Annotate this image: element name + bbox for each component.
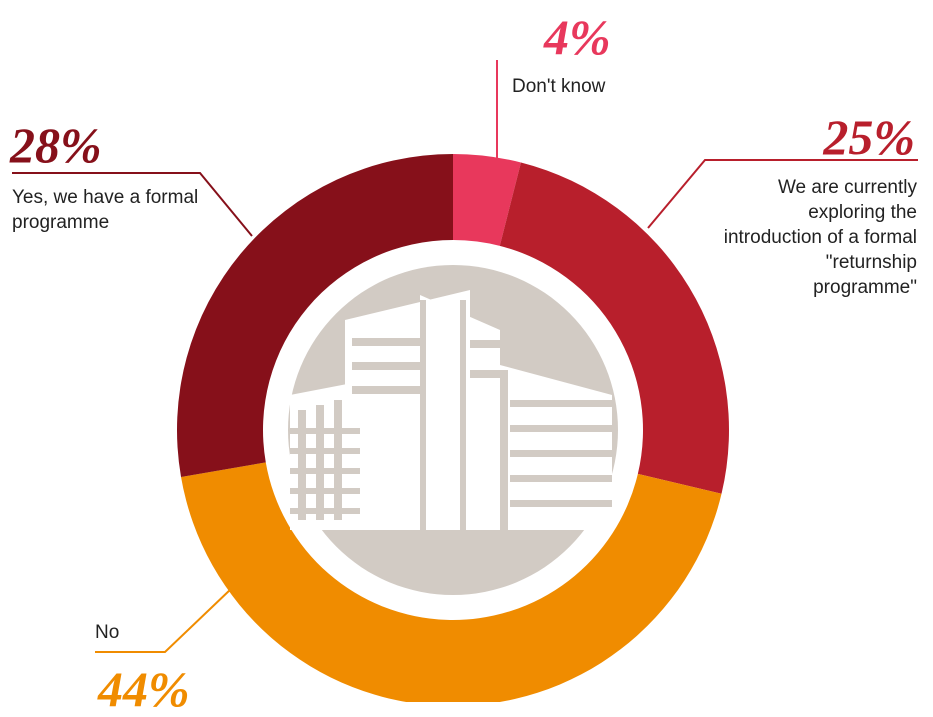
category-label: Yes, we have a formal programme (12, 187, 199, 233)
category-label: No (95, 622, 120, 643)
value-label: 25% (823, 109, 915, 165)
leader-lines (12, 60, 918, 653)
donut-slice (181, 462, 722, 702)
building-icon (288, 265, 618, 595)
donut-slice (499, 162, 730, 494)
value-label: 44% (98, 661, 190, 717)
page: {"chart_data": {"type": "pie", "donut": … (10, 9, 918, 714)
donut (177, 154, 730, 702)
category-label: We are currently exploring the introduct… (723, 177, 917, 298)
chart (12, 60, 918, 702)
value-label: 4% (544, 9, 611, 65)
donut-slice (177, 154, 453, 477)
value-label: 28% (10, 117, 102, 173)
leader-line (12, 172, 253, 237)
leader-line (647, 159, 918, 229)
leader-line (95, 587, 233, 653)
donut-slice (453, 154, 521, 246)
category-label: Don't know (512, 76, 606, 97)
